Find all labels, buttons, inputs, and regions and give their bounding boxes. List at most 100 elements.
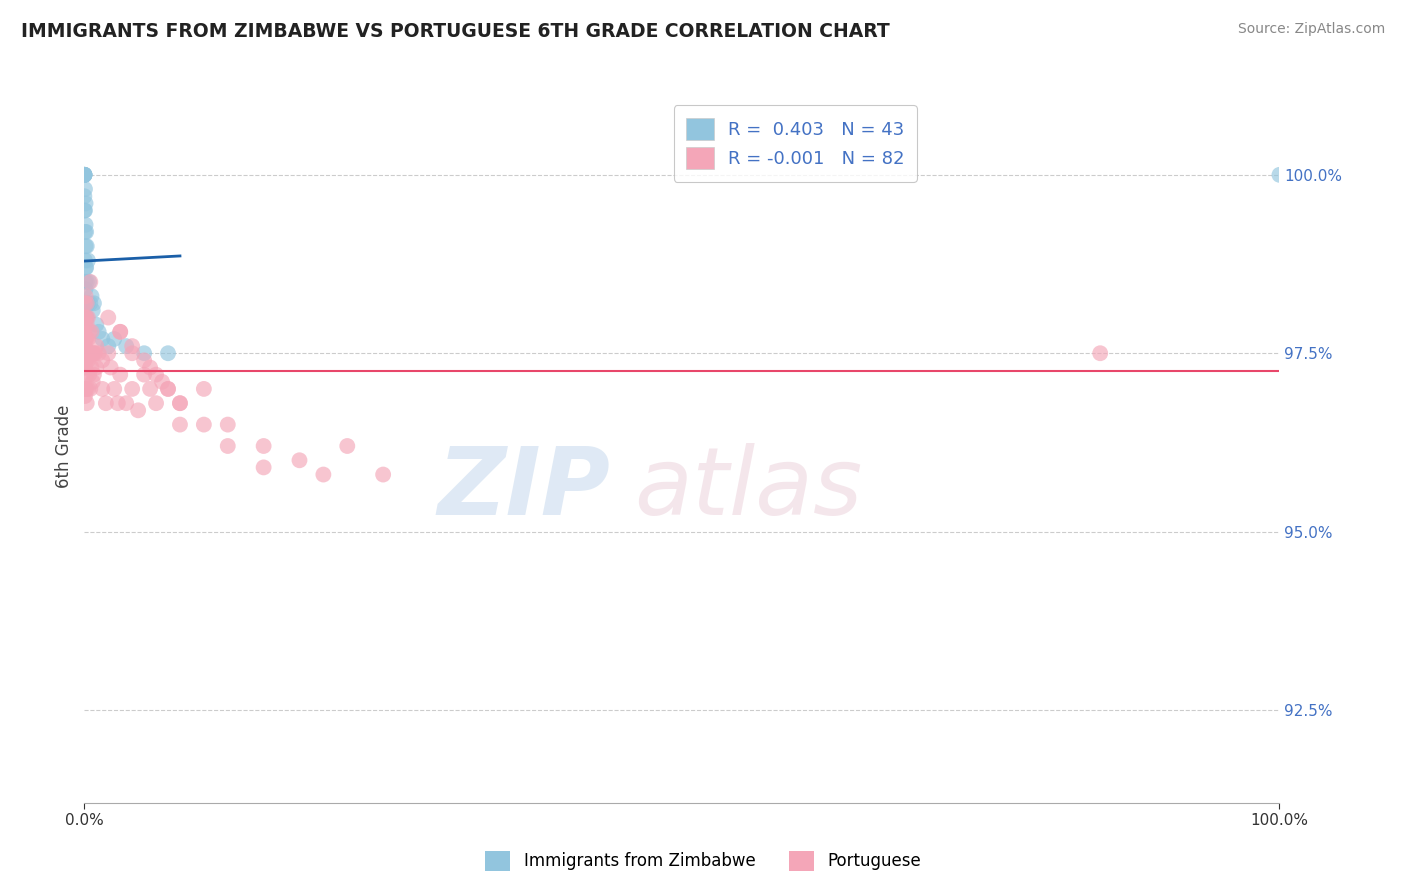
Point	[75, 310, 97, 325]
Point	[132, 353, 156, 368]
Point	[169, 417, 191, 432]
Point	[75, 239, 97, 253]
Point	[115, 396, 138, 410]
Point	[77, 253, 100, 268]
Point	[121, 339, 143, 353]
Point	[97, 310, 120, 325]
Point	[253, 460, 276, 475]
Point	[73, 182, 96, 196]
Point	[91, 353, 114, 368]
Point	[79, 296, 101, 310]
Point	[75, 296, 97, 310]
Point	[77, 382, 100, 396]
Point	[76, 318, 98, 332]
Point	[103, 382, 125, 396]
Point	[157, 382, 180, 396]
Point	[157, 382, 180, 396]
Point	[145, 396, 167, 410]
Point	[87, 325, 110, 339]
Point	[169, 396, 191, 410]
Point	[73, 296, 96, 310]
Point	[75, 353, 97, 368]
Point	[77, 368, 100, 382]
Point	[73, 275, 96, 289]
Point	[75, 196, 97, 211]
Point	[127, 403, 149, 417]
Point	[115, 339, 138, 353]
Point	[139, 360, 162, 375]
Point	[83, 296, 105, 310]
Point	[84, 346, 107, 360]
Point	[73, 310, 96, 325]
Point	[77, 310, 100, 325]
Point	[86, 318, 108, 332]
Point	[75, 332, 97, 346]
Point	[73, 360, 96, 375]
Point	[75, 353, 97, 368]
Point	[150, 375, 173, 389]
Legend: R =  0.403   N = 43, R = -0.001   N = 82: R = 0.403 N = 43, R = -0.001 N = 82	[673, 105, 917, 182]
Point	[121, 346, 143, 360]
Point	[73, 318, 96, 332]
Point	[77, 275, 100, 289]
Point	[373, 467, 395, 482]
Point	[1090, 346, 1112, 360]
Point	[94, 396, 117, 410]
Text: Source: ZipAtlas.com: Source: ZipAtlas.com	[1237, 22, 1385, 37]
Point	[73, 168, 96, 182]
Point	[110, 325, 132, 339]
Point	[83, 368, 105, 382]
Point	[132, 346, 156, 360]
Point	[73, 168, 96, 182]
Point	[75, 382, 97, 396]
Point	[73, 168, 96, 182]
Point	[75, 282, 97, 296]
Text: IMMIGRANTS FROM ZIMBABWE VS PORTUGUESE 6TH GRADE CORRELATION CHART: IMMIGRANTS FROM ZIMBABWE VS PORTUGUESE 6…	[21, 22, 890, 41]
Point	[73, 168, 96, 182]
Point	[86, 339, 108, 353]
Point	[83, 346, 105, 360]
Point	[87, 346, 110, 360]
Point	[75, 310, 97, 325]
Point	[157, 346, 180, 360]
Legend: Immigrants from Zimbabwe, Portuguese: Immigrants from Zimbabwe, Portuguese	[477, 842, 929, 880]
Point	[75, 310, 97, 325]
Point	[82, 346, 104, 360]
Text: atlas: atlas	[634, 443, 862, 534]
Point	[75, 225, 97, 239]
Point	[100, 360, 122, 375]
Point	[336, 439, 359, 453]
Point	[76, 275, 98, 289]
Point	[107, 396, 129, 410]
Point	[80, 289, 103, 303]
Point	[312, 467, 335, 482]
Point	[73, 168, 96, 182]
Point	[91, 382, 114, 396]
Point	[73, 189, 96, 203]
Point	[73, 225, 96, 239]
Point	[75, 382, 97, 396]
Point	[79, 382, 101, 396]
Point	[73, 168, 96, 182]
Point	[75, 260, 97, 275]
Point	[73, 203, 96, 218]
Point	[75, 289, 97, 303]
Point	[76, 368, 98, 382]
Point	[139, 382, 162, 396]
Point	[217, 417, 239, 432]
Point	[97, 339, 120, 353]
Point	[288, 453, 311, 467]
Point	[110, 325, 132, 339]
Point	[77, 353, 100, 368]
Text: ZIP: ZIP	[437, 442, 610, 535]
Point	[73, 339, 96, 353]
Point	[75, 260, 97, 275]
Point	[76, 239, 98, 253]
Point	[193, 417, 215, 432]
Point	[80, 325, 103, 339]
Point	[91, 332, 114, 346]
Point	[132, 368, 156, 382]
Point	[79, 275, 101, 289]
Point	[75, 218, 97, 232]
Point	[73, 339, 96, 353]
